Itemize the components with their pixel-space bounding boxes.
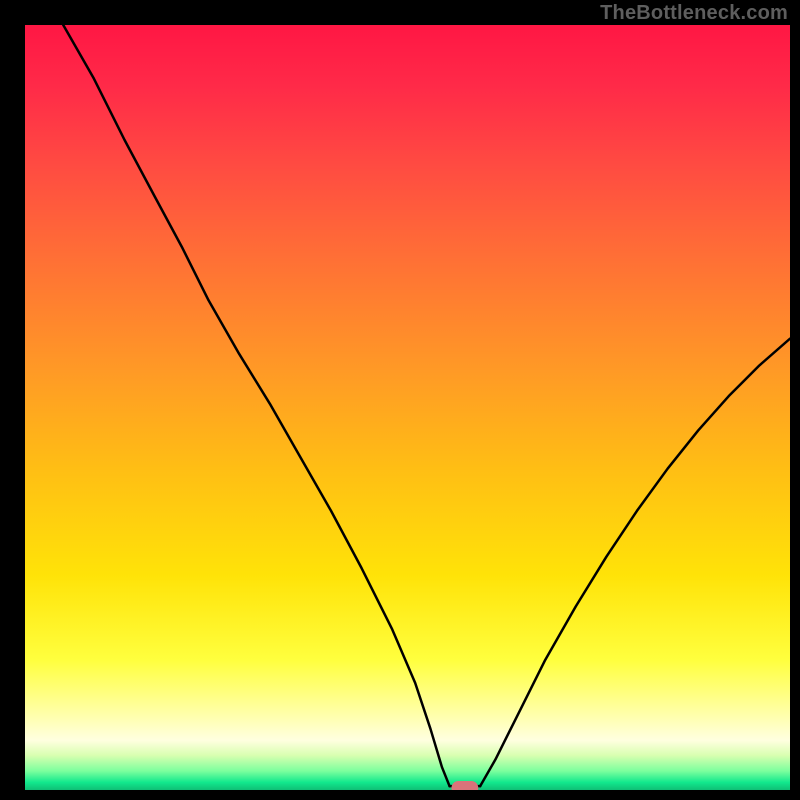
chart-background [25,25,790,790]
watermark-text: TheBottleneck.com [600,2,788,25]
valley-marker [451,781,478,790]
plot-area [25,25,790,790]
chart-svg [25,25,790,790]
chart-frame: TheBottleneck.com [0,0,800,800]
